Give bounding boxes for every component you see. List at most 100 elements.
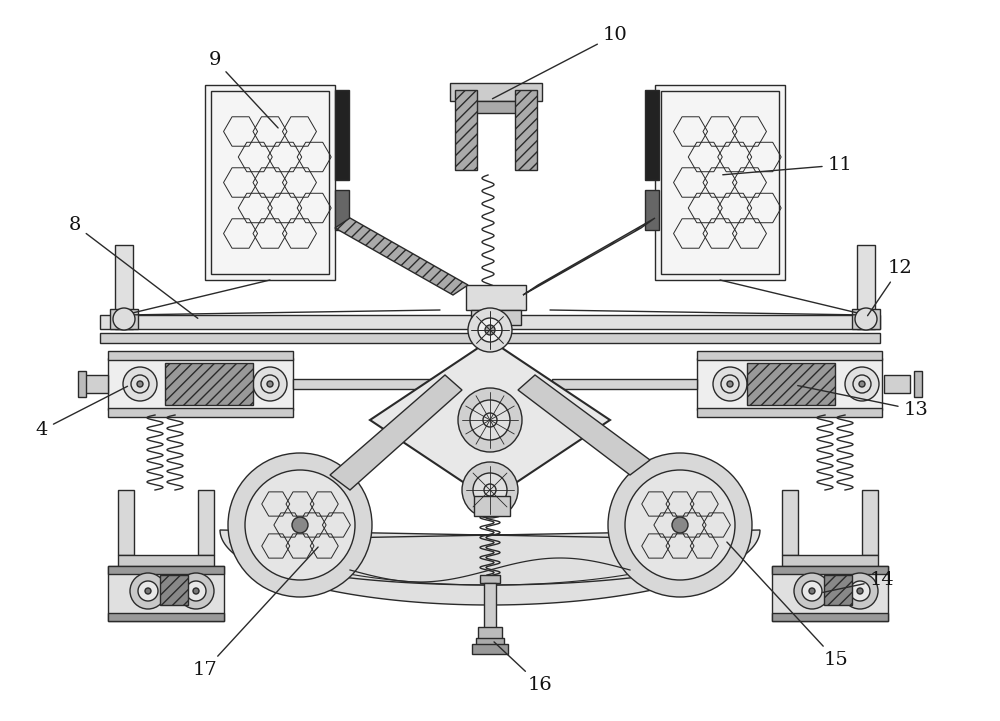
Circle shape [485,325,495,335]
Bar [645,90,659,180]
Bar [772,566,888,621]
Circle shape [178,573,214,609]
Circle shape [727,381,733,387]
Polygon shape [335,218,468,295]
Bar [82,375,108,393]
Bar [645,190,659,230]
Bar [484,583,496,631]
Text: 8: 8 [69,216,198,318]
Bar [455,90,477,170]
Bar [661,91,779,274]
Bar [655,85,785,280]
Bar [108,351,293,360]
Bar [198,490,214,555]
Circle shape [857,588,863,594]
Bar [476,638,504,646]
Bar [165,363,253,405]
Bar [474,496,510,516]
Bar [108,358,293,410]
Bar [478,627,502,641]
Bar [115,245,133,329]
Text: 13: 13 [798,386,928,419]
Bar [824,575,852,605]
Text: 11: 11 [723,156,852,174]
Circle shape [245,470,355,580]
Bar [450,83,542,101]
Text: 4: 4 [36,386,128,439]
Bar [211,91,329,274]
Bar [697,408,882,417]
Circle shape [113,308,135,330]
Circle shape [292,517,308,533]
Circle shape [123,367,157,401]
Bar [857,245,875,329]
Bar [205,85,335,280]
Text: 14: 14 [823,571,894,593]
Bar [160,575,188,605]
Bar [108,613,224,621]
Bar [78,371,86,397]
Text: 10: 10 [492,26,627,99]
Circle shape [267,381,273,387]
Bar [108,408,293,417]
Bar [782,490,798,555]
Circle shape [842,573,878,609]
Circle shape [130,573,166,609]
Bar [747,363,835,405]
Circle shape [802,581,822,601]
Circle shape [462,462,518,518]
Bar [852,309,880,329]
Bar [697,351,882,360]
Polygon shape [370,340,610,500]
Circle shape [859,381,865,387]
Circle shape [193,588,199,594]
Bar [460,101,532,113]
Bar [471,310,521,325]
Circle shape [625,470,735,580]
Circle shape [186,581,206,601]
Bar [466,285,526,310]
Text: 16: 16 [494,642,552,694]
Bar [100,333,880,343]
Bar [862,490,878,555]
Circle shape [470,400,510,440]
Circle shape [850,581,870,601]
Circle shape [253,367,287,401]
Bar [118,555,214,567]
Circle shape [608,453,752,597]
Circle shape [478,318,502,342]
Circle shape [468,308,512,352]
Bar [108,566,224,621]
Circle shape [458,388,522,452]
Text: 15: 15 [727,542,848,669]
Circle shape [809,588,815,594]
Circle shape [845,367,879,401]
Bar [472,644,508,654]
Bar [782,555,878,567]
Bar [515,90,537,170]
Polygon shape [518,375,650,475]
Circle shape [473,473,507,507]
Bar [552,379,697,389]
Circle shape [855,308,877,330]
Bar [110,309,138,329]
Circle shape [228,453,372,597]
Circle shape [713,367,747,401]
Polygon shape [330,375,462,490]
Bar [914,371,922,397]
Bar [884,375,910,393]
Bar [118,490,134,555]
Bar [293,379,438,389]
Bar [108,566,224,574]
Bar [335,90,349,180]
Circle shape [145,588,151,594]
Text: 9: 9 [209,51,278,128]
Bar [335,190,349,230]
Bar [697,358,882,410]
Text: 17: 17 [193,547,318,679]
Circle shape [794,573,830,609]
Polygon shape [523,218,655,295]
Bar [772,566,888,574]
Circle shape [138,581,158,601]
Circle shape [672,517,688,533]
